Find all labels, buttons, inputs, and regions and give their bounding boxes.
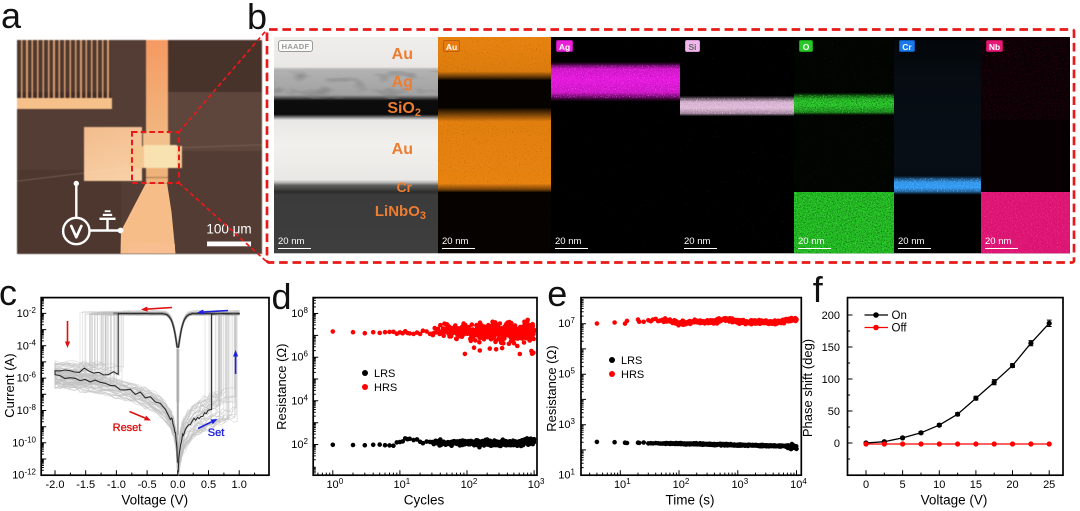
svg-text:Cycles: Cycles (404, 493, 445, 508)
svg-text:0: 0 (863, 479, 869, 491)
svg-text:150: 150 (822, 342, 840, 354)
svg-text:103: 103 (528, 477, 545, 491)
svg-text:25: 25 (1043, 479, 1055, 491)
svg-text:103: 103 (558, 417, 575, 431)
svg-text:104: 104 (291, 393, 308, 407)
svg-text:104: 104 (790, 477, 807, 491)
svg-text:Set: Set (208, 427, 225, 439)
svg-text:100: 100 (822, 374, 840, 386)
svg-text:Resistance (Ω): Resistance (Ω) (274, 344, 289, 430)
svg-text:-0.5: -0.5 (138, 479, 157, 491)
svg-text:15: 15 (970, 479, 982, 491)
svg-text:10-8: 10-8 (17, 403, 37, 417)
svg-text:100: 100 (326, 477, 343, 491)
svg-text:108: 108 (291, 306, 308, 320)
svg-text:Phase shift (deg): Phase shift (deg) (800, 339, 815, 437)
svg-text:101: 101 (614, 477, 631, 491)
svg-text:Off: Off (892, 323, 908, 335)
svg-text:10-12: 10-12 (12, 468, 36, 482)
svg-text:102: 102 (291, 437, 308, 451)
svg-text:20: 20 (1006, 479, 1018, 491)
svg-text:10-4: 10-4 (17, 338, 37, 352)
svg-text:102: 102 (461, 477, 478, 491)
svg-text:HRS: HRS (621, 369, 644, 381)
svg-text:103: 103 (731, 477, 748, 491)
svg-text:-1.0: -1.0 (107, 479, 126, 491)
svg-text:Voltage (V): Voltage (V) (121, 493, 188, 508)
svg-text:0.0: 0.0 (170, 479, 185, 491)
svg-text:HRS: HRS (374, 382, 397, 394)
svg-text:101: 101 (394, 477, 411, 491)
svg-text:10-2: 10-2 (17, 306, 37, 320)
svg-text:200: 200 (822, 310, 840, 322)
svg-text:10: 10 (933, 479, 945, 491)
svg-text:1.0: 1.0 (232, 479, 247, 491)
svg-text:105: 105 (558, 367, 575, 381)
svg-text:10-10: 10-10 (12, 435, 36, 449)
svg-text:101: 101 (558, 468, 575, 482)
svg-text:5: 5 (900, 479, 906, 491)
svg-text:LRS: LRS (621, 355, 642, 367)
svg-text:-2.0: -2.0 (46, 479, 65, 491)
svg-text:50: 50 (828, 406, 840, 418)
svg-text:107: 107 (558, 316, 575, 330)
svg-text:On: On (892, 310, 907, 322)
svg-text:-1.5: -1.5 (76, 479, 95, 491)
svg-text:10-6: 10-6 (17, 371, 37, 385)
svg-text:Time (s): Time (s) (666, 493, 715, 508)
svg-text:LRS: LRS (374, 368, 395, 380)
svg-text:Current (A): Current (A) (2, 353, 17, 417)
svg-text:106: 106 (291, 350, 308, 364)
svg-text:0.5: 0.5 (201, 479, 216, 491)
svg-text:102: 102 (673, 477, 690, 491)
svg-text:0: 0 (834, 438, 840, 450)
svg-text:Voltage (V): Voltage (V) (921, 493, 988, 508)
svg-text:Resistance (Ω): Resistance (Ω) (544, 345, 559, 431)
svg-text:Reset: Reset (113, 422, 142, 434)
